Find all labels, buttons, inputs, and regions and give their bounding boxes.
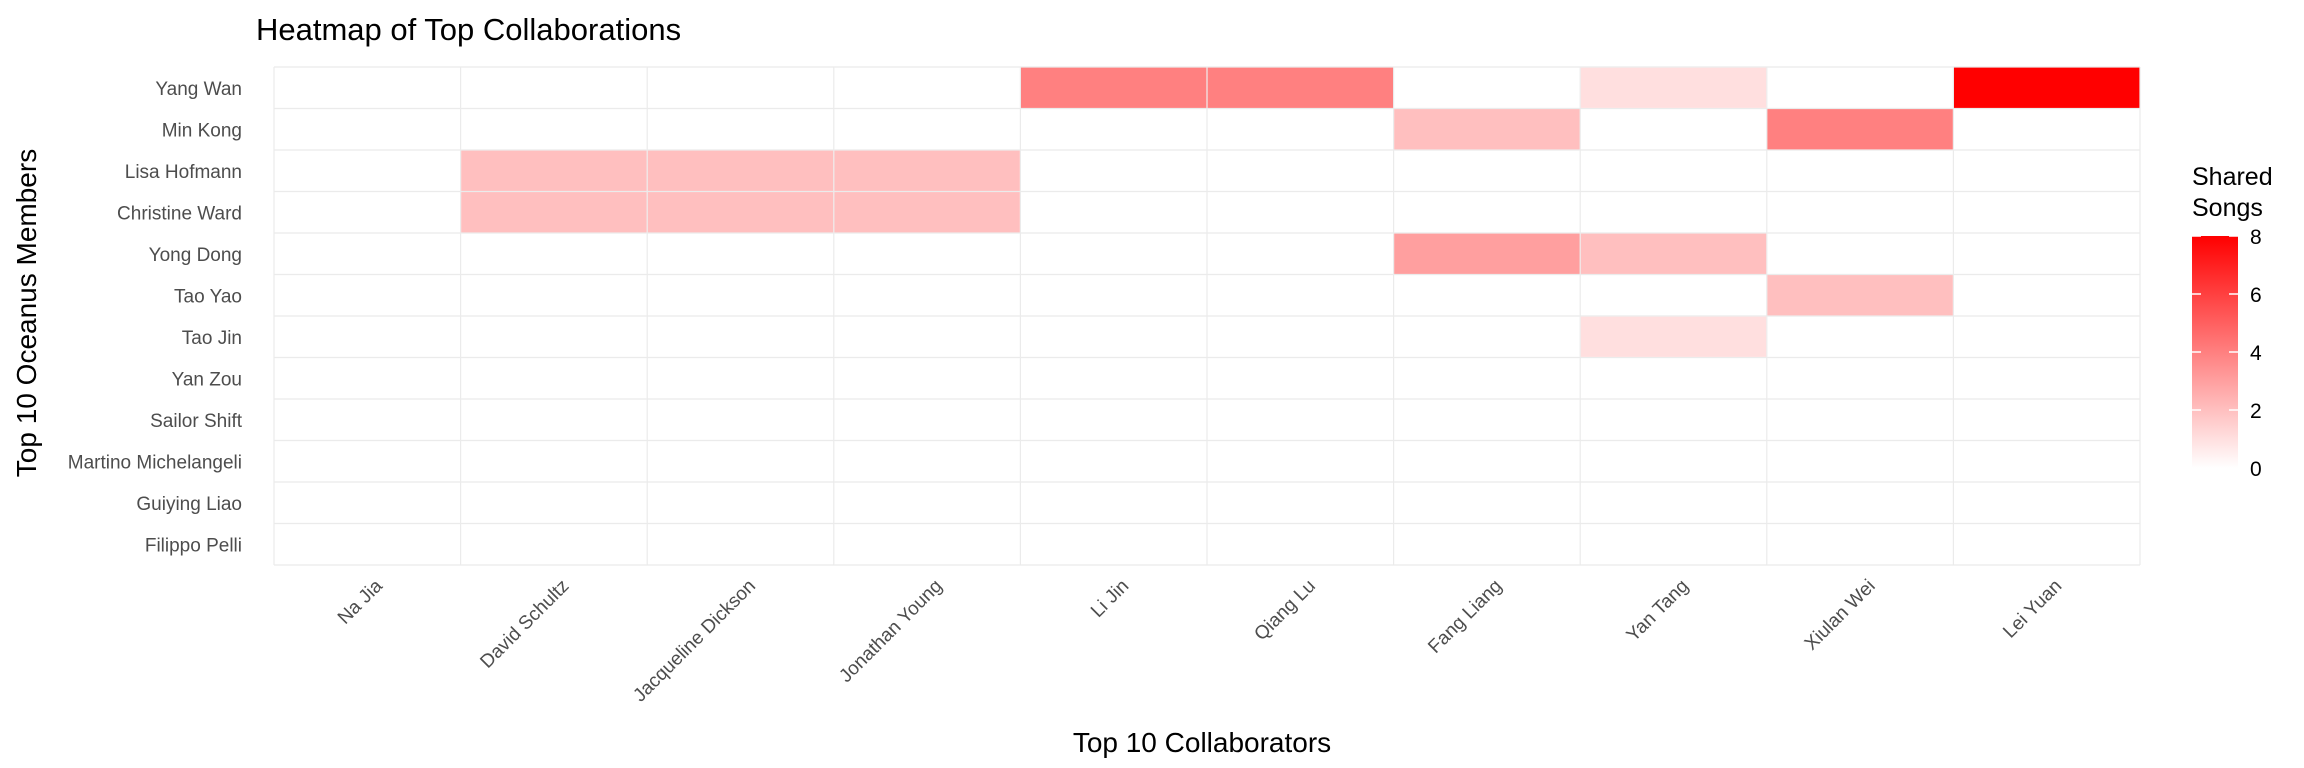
x-tick-label: Lei Yuan — [1999, 576, 2066, 643]
grid-lines — [273, 66, 2141, 566]
x-tick-label: Xiulan Wei — [1801, 576, 1880, 655]
y-tick-labels: Yang Wan Min Kong Lisa Hofmann Christine Wa… — [68, 79, 243, 557]
heatmap-cell — [834, 192, 1020, 233]
y-tick-label: Yan Zou — [172, 369, 242, 390]
heatmap-cell — [834, 150, 1020, 191]
y-tick-label: Lisa Hofmann — [125, 162, 242, 183]
heatmap-cell — [1394, 109, 1580, 150]
y-tick-label: Yong Dong — [149, 245, 242, 266]
legend-title-line-1: Shared — [2192, 163, 2273, 191]
legend-title-line-2: Songs — [2192, 194, 2263, 222]
legend-tick-label: 4 — [2250, 342, 2262, 365]
heatmap-cell — [1954, 67, 2140, 108]
heatmap-cell — [647, 150, 834, 191]
y-tick-label: Filippo Pelli — [145, 535, 242, 556]
x-tick-label: Jonathan Young — [835, 576, 946, 687]
heatmap-cells — [461, 67, 2140, 357]
heatmap-cell — [461, 150, 647, 191]
x-axis-title: Top 10 Collaborators — [1073, 727, 1331, 758]
y-tick-label: Christine Ward — [117, 203, 242, 224]
x-tick-label: Li Jin — [1087, 576, 1133, 622]
heatmap-cell — [1207, 67, 1393, 108]
x-tick-label: Yan Tang — [1623, 576, 1693, 646]
chart-title: Heatmap of Top Collaborations — [256, 12, 681, 47]
heatmap-cell — [1767, 275, 1953, 316]
y-tick-label: Min Kong — [162, 120, 242, 141]
heatmap-cell — [647, 192, 834, 233]
x-tick-label: Na Jia — [334, 575, 387, 628]
legend-tick-label: 8 — [2250, 226, 2262, 249]
heatmap-cell — [1767, 109, 1953, 150]
heatmap-cell — [1580, 233, 1767, 274]
y-tick-label: Martino Michelangeli — [68, 452, 242, 473]
y-tick-label: Tao Jin — [182, 328, 242, 349]
heatmap-cell — [461, 192, 647, 233]
heatmap-cell — [1394, 233, 1580, 274]
heatmap-cell — [1580, 316, 1767, 357]
x-tick-label: Qiang Lu — [1250, 576, 1319, 645]
y-tick-label: Guiying Liao — [136, 494, 242, 515]
legend-tick-label: 6 — [2250, 284, 2262, 307]
legend-tick-label: 0 — [2250, 458, 2262, 481]
y-axis-title: Top 10 Oceanus Members — [11, 149, 42, 477]
heatmap-cell — [1021, 67, 1207, 108]
color-legend: Shared Songs 0 2 4 6 8 — [2192, 163, 2273, 481]
heatmap-cell — [1580, 67, 1767, 108]
legend-tick-label: 2 — [2250, 400, 2262, 423]
y-tick-label: Tao Yao — [174, 286, 242, 307]
x-tick-label: Jacqueline Dickson — [629, 576, 760, 707]
y-tick-label: Yang Wan — [155, 79, 242, 100]
x-tick-label: David Schultz — [476, 576, 573, 673]
y-tick-label: Sailor Shift — [150, 411, 243, 432]
x-tick-label: Fang Liang — [1424, 576, 1506, 658]
x-tick-labels: Na Jia David Schultz Jacqueline Dickson Jon… — [334, 575, 2066, 706]
